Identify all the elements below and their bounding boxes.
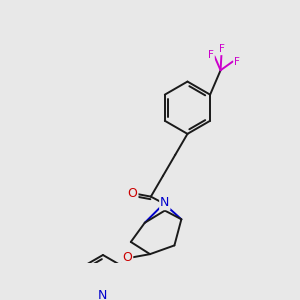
Text: N: N	[160, 196, 170, 209]
Text: F: F	[218, 44, 224, 54]
Text: O: O	[122, 251, 132, 264]
Text: F: F	[234, 56, 240, 67]
Text: N: N	[98, 290, 108, 300]
Text: O: O	[128, 187, 137, 200]
Text: F: F	[208, 50, 214, 60]
